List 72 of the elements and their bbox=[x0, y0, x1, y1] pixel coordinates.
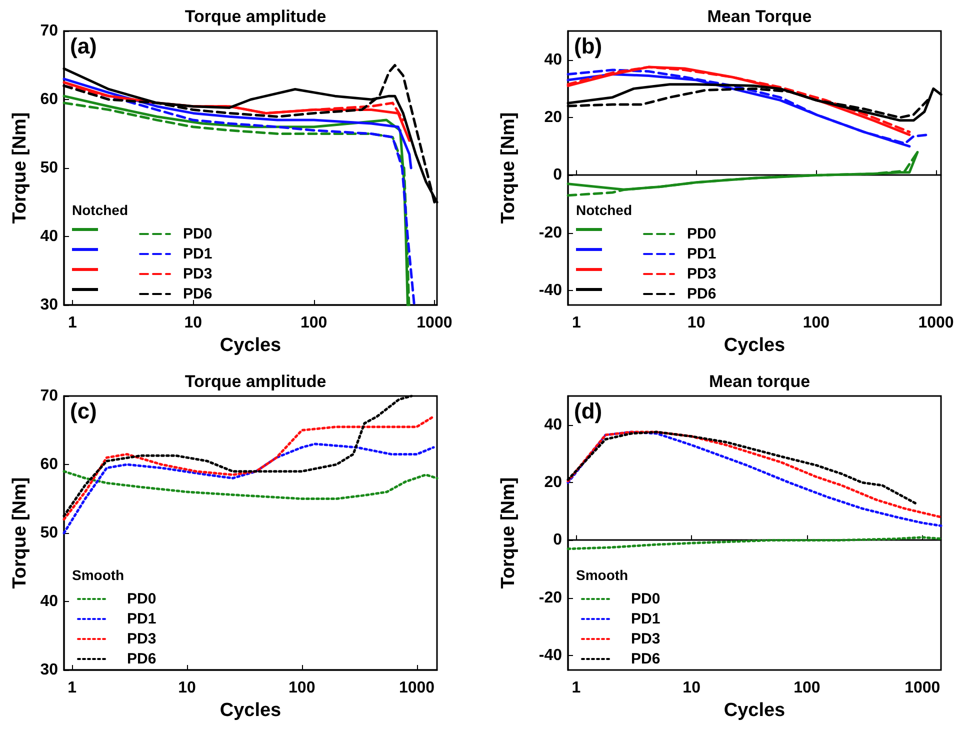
x-tick-label: 10 bbox=[184, 314, 202, 332]
x-tick-label: 1000 bbox=[918, 314, 954, 332]
y-tick-label: 50 bbox=[40, 524, 58, 542]
chart-title: Mean Torque bbox=[707, 7, 812, 26]
legend-label: PD1 bbox=[687, 246, 716, 262]
y-tick-label: 70 bbox=[40, 388, 58, 404]
legend-label: PD6 bbox=[183, 286, 212, 302]
y-tick-label: 70 bbox=[40, 22, 58, 40]
chart-title: Mean torque bbox=[708, 372, 810, 391]
legend-title: Smooth bbox=[576, 567, 628, 583]
legend-label: PD6 bbox=[127, 650, 156, 668]
legend-label: PD6 bbox=[631, 650, 660, 668]
annotation: (d) bbox=[574, 398, 602, 424]
legend-label: PD0 bbox=[687, 226, 716, 242]
y-axis-title: Torque [Nm] bbox=[498, 112, 519, 224]
chart-title: Torque amplitude bbox=[184, 372, 326, 391]
y-tick-label: 30 bbox=[40, 662, 58, 678]
y-tick-label: -20 bbox=[538, 589, 562, 606]
y-tick-label: 40 bbox=[544, 51, 562, 68]
legend-label: PD1 bbox=[127, 610, 156, 628]
y-tick-label: 40 bbox=[40, 228, 58, 245]
annotation: (c) bbox=[70, 398, 97, 424]
x-tick-label: 1000 bbox=[398, 680, 435, 696]
y-tick-label: 20 bbox=[544, 109, 562, 126]
legend-label: PD1 bbox=[183, 246, 212, 262]
y-tick-label: 40 bbox=[544, 416, 562, 434]
x-tick-label: 10 bbox=[178, 680, 196, 696]
legend-label: PD3 bbox=[687, 266, 716, 282]
y-axis-title: Torque [Nm] bbox=[498, 477, 519, 589]
x-tick-label: 1 bbox=[68, 680, 77, 696]
legend-label: PD3 bbox=[127, 630, 156, 648]
annotation: (b) bbox=[574, 34, 602, 58]
x-tick-label: 10 bbox=[687, 314, 706, 332]
x-tick-label: 1 bbox=[68, 314, 78, 332]
y-axis-title: Torque [Nm] bbox=[9, 112, 30, 224]
y-tick-label: 0 bbox=[553, 532, 562, 549]
y-tick-label: -40 bbox=[538, 647, 562, 664]
y-tick-label: 30 bbox=[40, 296, 58, 314]
y-tick-label: 50 bbox=[40, 160, 58, 176]
legend-label: PD6 bbox=[687, 286, 716, 302]
x-axis-title: Cycles bbox=[220, 700, 282, 721]
x-tick-label: 1000 bbox=[904, 680, 940, 696]
y-tick-label: 60 bbox=[40, 456, 58, 473]
y-tick-label: -40 bbox=[538, 282, 562, 300]
legend-label: PD3 bbox=[631, 630, 660, 648]
x-tick-label: 1 bbox=[572, 314, 582, 332]
y-tick-label: 60 bbox=[40, 91, 58, 108]
legend-title: Smooth bbox=[72, 567, 124, 583]
x-tick-label: 10 bbox=[682, 680, 701, 696]
legend-title: Notched bbox=[72, 202, 128, 218]
y-tick-label: 40 bbox=[40, 593, 58, 610]
x-tick-label: 100 bbox=[802, 314, 830, 332]
x-tick-label: 100 bbox=[300, 314, 328, 332]
x-tick-label: 100 bbox=[794, 680, 820, 696]
x-tick-label: 100 bbox=[288, 680, 316, 696]
legend-label: PD0 bbox=[127, 590, 156, 608]
x-tick-label: 1 bbox=[572, 680, 581, 696]
y-tick-label: 0 bbox=[553, 166, 562, 184]
x-axis-title: Cycles bbox=[220, 334, 282, 356]
legend-label: PD3 bbox=[183, 266, 212, 282]
x-axis-title: Cycles bbox=[724, 334, 786, 356]
legend-label: PD0 bbox=[183, 226, 212, 242]
legend-label: PD0 bbox=[631, 590, 660, 608]
y-axis-title: Torque [Nm] bbox=[9, 477, 30, 589]
chart-title: Torque amplitude bbox=[184, 7, 326, 26]
x-axis-title: Cycles bbox=[724, 700, 786, 721]
legend-title: Notched bbox=[576, 202, 632, 218]
y-tick-label: 20 bbox=[544, 474, 562, 492]
annotation: (a) bbox=[70, 34, 97, 58]
y-tick-label: -20 bbox=[538, 224, 562, 242]
legend-label: PD1 bbox=[631, 610, 660, 628]
x-tick-label: 1000 bbox=[416, 314, 452, 332]
